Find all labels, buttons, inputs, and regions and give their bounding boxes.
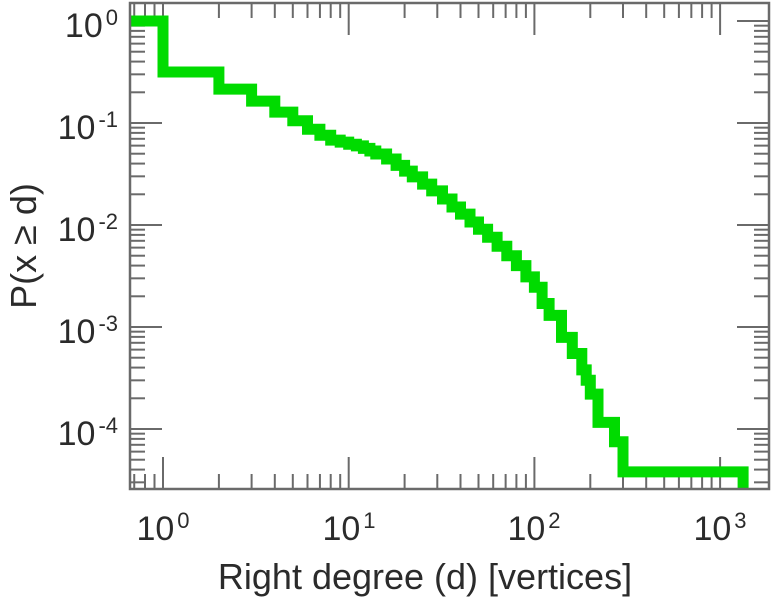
- x-axis-title: Right degree (d) [vertices]: [217, 556, 633, 597]
- x-tick-base: 10: [693, 510, 732, 548]
- x-tick-base: 10: [507, 510, 546, 548]
- x-tick-exponent: 1: [363, 508, 376, 533]
- y-tick-exponent: -1: [98, 107, 118, 132]
- x-tick-exponent: 3: [734, 508, 747, 533]
- x-tick-label: 10 0: [136, 508, 189, 550]
- y-tick-label: 10 0: [0, 5, 118, 47]
- y-tick-label: 10 -4: [0, 413, 118, 455]
- y-tick-exponent: 0: [105, 5, 118, 30]
- x-tick-base: 10: [136, 510, 175, 548]
- y-tick-base: 10: [57, 211, 96, 249]
- x-tick-label: 10 2: [507, 508, 560, 550]
- x-tick-label: 10 1: [322, 508, 375, 550]
- y-tick-base: 10: [57, 313, 96, 351]
- y-tick-base: 10: [57, 109, 96, 147]
- tick-marks: [130, 3, 769, 489]
- y-axis-title: P(x ≥ d): [3, 183, 44, 309]
- x-tick-base: 10: [322, 510, 361, 548]
- y-tick-exponent: -2: [98, 209, 118, 234]
- y-tick-base: 10: [64, 7, 103, 45]
- x-tick-exponent: 0: [177, 508, 190, 533]
- y-tick-exponent: -4: [98, 413, 118, 438]
- x-tick-label: 10 3: [693, 508, 746, 550]
- x-tick-exponent: 2: [548, 508, 561, 533]
- plot-border: [128, 1, 771, 491]
- y-tick-label: 10 -2: [0, 209, 118, 251]
- y-tick-label: 10 -3: [0, 311, 118, 353]
- ccdf-curve: [130, 15, 749, 489]
- y-tick-exponent: -3: [98, 311, 118, 336]
- y-tick-label: 10 -1: [0, 107, 118, 149]
- y-tick-base: 10: [57, 415, 96, 453]
